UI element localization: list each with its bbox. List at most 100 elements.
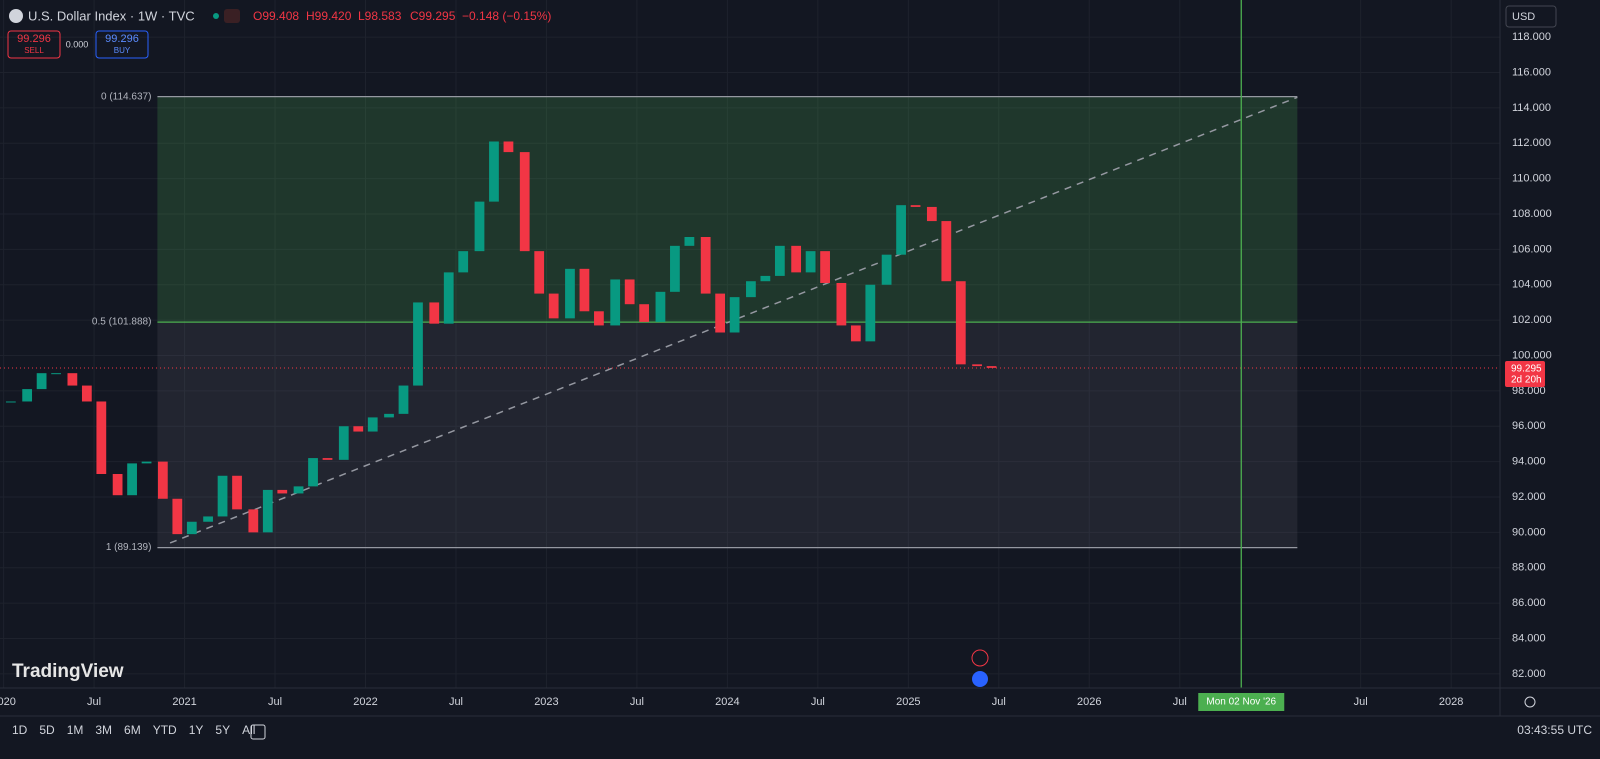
- candle: [22, 389, 33, 402]
- candle: [384, 413, 394, 418]
- range-button[interactable]: 1M: [67, 723, 84, 737]
- candle: [474, 201, 485, 252]
- fib-label: 1 (89.139): [106, 542, 152, 553]
- candle: [624, 279, 635, 305]
- candle: [398, 385, 409, 414]
- y-tick-label: 96.000: [1512, 420, 1546, 432]
- candle: [955, 281, 966, 365]
- range-button[interactable]: 5Y: [215, 723, 230, 737]
- candle: [112, 473, 123, 496]
- candle: [774, 245, 785, 276]
- y-tick-label: 116.000: [1512, 66, 1551, 78]
- candle: [579, 268, 590, 312]
- candles: [5, 141, 997, 535]
- candle: [639, 304, 650, 322]
- range-button[interactable]: All: [242, 723, 255, 737]
- buy-label: BUY: [114, 46, 131, 55]
- x-tick-label: 2024: [715, 696, 739, 708]
- candle: [519, 152, 530, 252]
- candle: [217, 475, 228, 517]
- fib-upper-zone: [157, 96, 1298, 323]
- range-button[interactable]: YTD: [153, 723, 177, 737]
- flag-icon[interactable]: [972, 671, 988, 687]
- candle: [277, 489, 288, 494]
- candle: [367, 417, 378, 432]
- candle: [534, 251, 545, 294]
- event-icon[interactable]: [971, 649, 989, 667]
- candle: [458, 251, 469, 273]
- y-tick-label: 118.000: [1512, 31, 1551, 43]
- sell-price: 99.296: [17, 33, 51, 45]
- candle: [51, 373, 61, 375]
- axes: 82.000 84.000 86.000 88.000 90.000 92.000 94.0…: [0, 31, 1552, 711]
- y-tick-label: 100.000: [1512, 349, 1552, 361]
- candle: [684, 236, 695, 246]
- fib-label: 0 (114.637): [101, 91, 151, 102]
- candle: [610, 279, 621, 326]
- candle: [941, 221, 952, 282]
- x-tick-label: 2026: [1077, 696, 1101, 708]
- crosshair-label: Mon 02 Nov '26: [1206, 697, 1276, 708]
- candle: [5, 401, 16, 403]
- settings-icon[interactable]: [1524, 696, 1536, 708]
- candle: [836, 282, 847, 326]
- candle: [729, 297, 740, 333]
- candle: [308, 458, 318, 487]
- y-tick-label: 86.000: [1512, 597, 1546, 609]
- currency: USD: [1512, 11, 1535, 23]
- candle: [232, 475, 242, 510]
- x-tick-label: Jul: [1173, 696, 1187, 708]
- candle: [881, 254, 892, 285]
- candle: [443, 272, 454, 324]
- range-button[interactable]: 3M: [95, 723, 112, 737]
- candle: [36, 373, 47, 390]
- status-dot: [213, 13, 219, 19]
- candle: [926, 206, 937, 222]
- candle: [293, 486, 304, 494]
- close: C99.295: [410, 9, 456, 23]
- range-toolbar: 1D 5D 1M 3M 6M YTD 1Y 5Y All: [12, 723, 255, 737]
- buy-button[interactable]: [95, 30, 149, 59]
- y-tick-label: 98.000: [1512, 385, 1546, 397]
- y-tick-label: 84.000: [1512, 632, 1546, 644]
- x-tick-label: Jul: [1354, 696, 1368, 708]
- range-button[interactable]: 5D: [39, 723, 55, 737]
- candle: [429, 302, 440, 324]
- candle: [715, 293, 726, 333]
- y-tick-label: 104.000: [1512, 279, 1552, 291]
- candle: [655, 291, 666, 322]
- buy-price: 99.296: [105, 33, 139, 45]
- candle: [503, 141, 514, 153]
- x-tick-label: 2023: [534, 696, 558, 708]
- sell-button[interactable]: [7, 30, 61, 59]
- y-tick-label: 88.000: [1512, 562, 1546, 574]
- range-button[interactable]: 1D: [12, 723, 28, 737]
- fib-label: 0.5 (101.888): [92, 317, 152, 328]
- grid: [0, 0, 1500, 688]
- x-tick-label: Jul: [449, 696, 463, 708]
- spread: 0.000: [66, 39, 89, 49]
- candle: [746, 281, 756, 298]
- y-tick-label: 82.000: [1512, 668, 1546, 680]
- range-button[interactable]: 1Y: [189, 723, 204, 737]
- candle: [670, 245, 680, 292]
- candle: [141, 461, 152, 464]
- candle: [896, 205, 906, 255]
- currency-button[interactable]: [1505, 5, 1557, 28]
- brand-logo: TradingView: [12, 661, 124, 682]
- symbol-icon: [9, 9, 23, 23]
- low: L98.583: [358, 9, 402, 23]
- date-range-icon[interactable]: [250, 724, 266, 740]
- x-tick-label: 2022: [353, 696, 377, 708]
- x-tick-label: Jul: [630, 696, 644, 708]
- x-tick-label: 2020: [0, 696, 16, 708]
- range-button[interactable]: 6M: [124, 723, 141, 737]
- candle: [910, 205, 921, 207]
- y-tick-label: 102.000: [1512, 314, 1552, 326]
- candle: [172, 498, 183, 535]
- x-tick-label: Jul: [992, 696, 1006, 708]
- symbol-title[interactable]: U.S. Dollar Index · 1W · TVC: [28, 8, 195, 23]
- status-badge: [224, 9, 240, 23]
- x-tick-label: 2021: [172, 696, 196, 708]
